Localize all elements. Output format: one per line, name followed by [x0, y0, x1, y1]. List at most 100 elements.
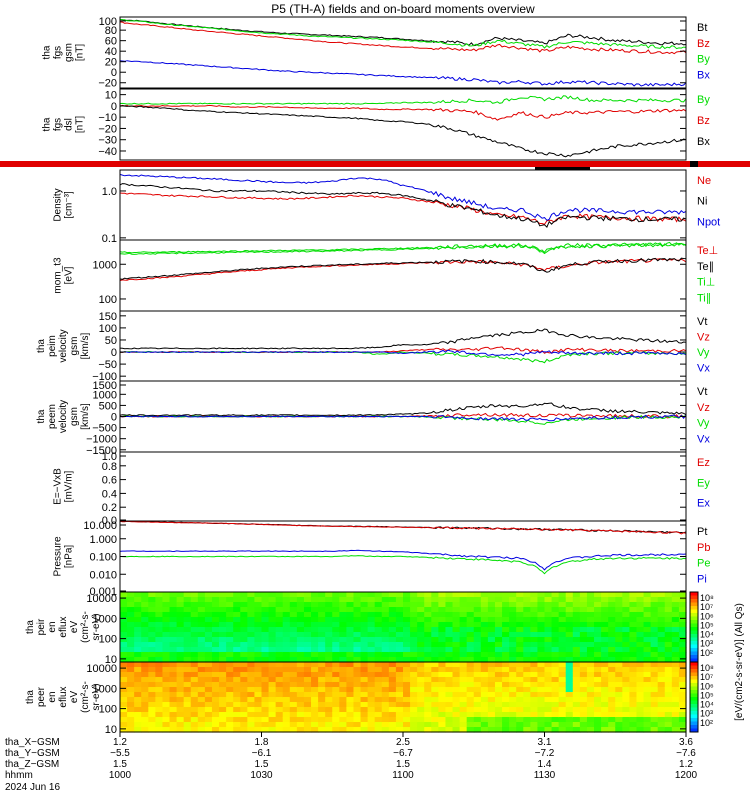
- y-axis-label-line: en: [47, 621, 58, 632]
- y-tick-label: 10: [105, 90, 117, 102]
- spectrogram-cell: [431, 592, 439, 598]
- spectrogram-cell: [289, 657, 298, 663]
- spectrogram-cell: [643, 687, 652, 693]
- spectrogram-cell: [537, 622, 546, 628]
- spectrogram-cell: [516, 692, 524, 698]
- spectrogram-cell: [127, 702, 135, 708]
- spectrogram-cell: [480, 672, 489, 678]
- spectrogram-cell: [183, 667, 192, 673]
- spectrogram-cell: [395, 672, 404, 678]
- spectrogram-cell: [608, 727, 616, 733]
- spectrogram-cell: [445, 727, 454, 733]
- spectrogram-cell: [127, 687, 135, 693]
- spectrogram-cell: [332, 632, 340, 638]
- spectrogram-cell: [141, 707, 149, 713]
- spectrogram-cell: [155, 632, 164, 638]
- spectrogram-cell: [459, 707, 468, 713]
- spectrogram-cell: [325, 662, 333, 668]
- spectrogram-cell: [176, 612, 185, 618]
- spectrogram-cell: [551, 667, 560, 673]
- spectrogram-cell: [197, 637, 206, 643]
- spectrogram-cell: [565, 627, 574, 633]
- spectrogram-cell: [509, 612, 517, 618]
- spectrogram-cell: [594, 652, 602, 658]
- colorbar-cell: [690, 620, 698, 624]
- spectrogram-cell: [162, 647, 171, 653]
- spectrogram-cell: [395, 662, 404, 668]
- spectrogram-cell: [134, 727, 142, 733]
- spectrogram-cell: [615, 687, 623, 693]
- spectrogram-cell: [424, 677, 432, 683]
- spectrogram-cell: [360, 677, 369, 683]
- spectrogram-cell: [247, 667, 256, 673]
- spectrogram-cell: [622, 592, 630, 598]
- spectrogram-cell: [226, 662, 234, 668]
- spectrogram-cell: [523, 647, 531, 653]
- spectrogram-cell: [360, 702, 369, 708]
- spectrogram-cell: [650, 712, 659, 718]
- spectrogram-cell: [565, 592, 574, 598]
- spectrogram-cell: [374, 657, 383, 663]
- spectrogram-cell: [148, 622, 156, 628]
- spectrogram-cell: [530, 697, 539, 703]
- spectrogram-cell: [134, 622, 142, 628]
- spectrogram-cell: [664, 637, 673, 643]
- spectrogram-cell: [303, 597, 312, 603]
- spectrogram-cell: [289, 627, 298, 633]
- spectrogram-cell: [332, 607, 340, 613]
- spectrogram-cell: [282, 607, 291, 613]
- spectrogram-cell: [303, 622, 312, 628]
- spectrogram-cell: [247, 722, 256, 728]
- spectrogram-cell: [417, 692, 425, 698]
- spectrogram-cell: [657, 652, 666, 658]
- spectrogram-cell: [452, 647, 461, 653]
- spectrogram-cell: [204, 712, 213, 718]
- spectrogram-cell: [417, 597, 425, 603]
- spectrogram-cell: [601, 642, 609, 648]
- spectrogram-cell: [141, 727, 149, 733]
- spectrogram-cell: [367, 657, 376, 663]
- spectrogram-cell: [268, 642, 277, 648]
- spectrogram-cell: [403, 637, 411, 643]
- spectrogram-cell: [275, 717, 284, 723]
- spectrogram-cell: [332, 657, 340, 663]
- colorbar-tick: 10²: [700, 648, 713, 658]
- spectrogram-cell: [678, 642, 687, 648]
- spectrogram-cell: [395, 622, 404, 628]
- spectrogram-cell: [311, 712, 319, 718]
- spectrogram-cell: [289, 702, 298, 708]
- spectrogram-cell: [558, 697, 567, 703]
- spectrogram-cell: [374, 632, 383, 638]
- y-tick-label: 40: [105, 46, 117, 58]
- panel-frame: [119, 16, 687, 89]
- x-tick-label: 1.5: [113, 759, 127, 770]
- spectrogram-cell: [480, 662, 489, 668]
- spectrogram-cell: [438, 702, 447, 708]
- spectrogram-cell: [452, 687, 461, 693]
- spectrogram-cell: [537, 607, 546, 613]
- colorbar-tick: 10⁷: [700, 672, 713, 682]
- spectrogram-cell: [678, 687, 687, 693]
- spectrogram-cell: [643, 717, 652, 723]
- spectrogram-cell: [211, 622, 220, 628]
- y-axis-label-line: Pressure: [53, 536, 64, 576]
- spectrogram-cell: [615, 697, 623, 703]
- spectrogram-cell: [332, 667, 340, 673]
- spectrogram-cell: [509, 722, 517, 728]
- spectrogram-cell: [452, 682, 461, 688]
- spectrogram-cell: [296, 667, 305, 673]
- x-date-label: 2024 Jun 16: [5, 782, 60, 793]
- spectrogram-cell: [487, 682, 496, 688]
- spectrogram-cell: [459, 687, 468, 693]
- spectrogram-cell: [487, 687, 496, 693]
- spectrogram-cell: [141, 702, 149, 708]
- spectrogram-cell: [410, 697, 418, 703]
- spectrogram-cell: [558, 722, 567, 728]
- spectrogram-cell: [586, 637, 595, 643]
- spectrogram-cell: [261, 617, 270, 623]
- spectrogram-cell: [303, 687, 312, 693]
- spectrogram-cell: [480, 667, 489, 673]
- spectrogram-cell: [650, 592, 659, 598]
- y-tick-label: 0: [111, 412, 117, 424]
- spectrogram-cell: [537, 682, 546, 688]
